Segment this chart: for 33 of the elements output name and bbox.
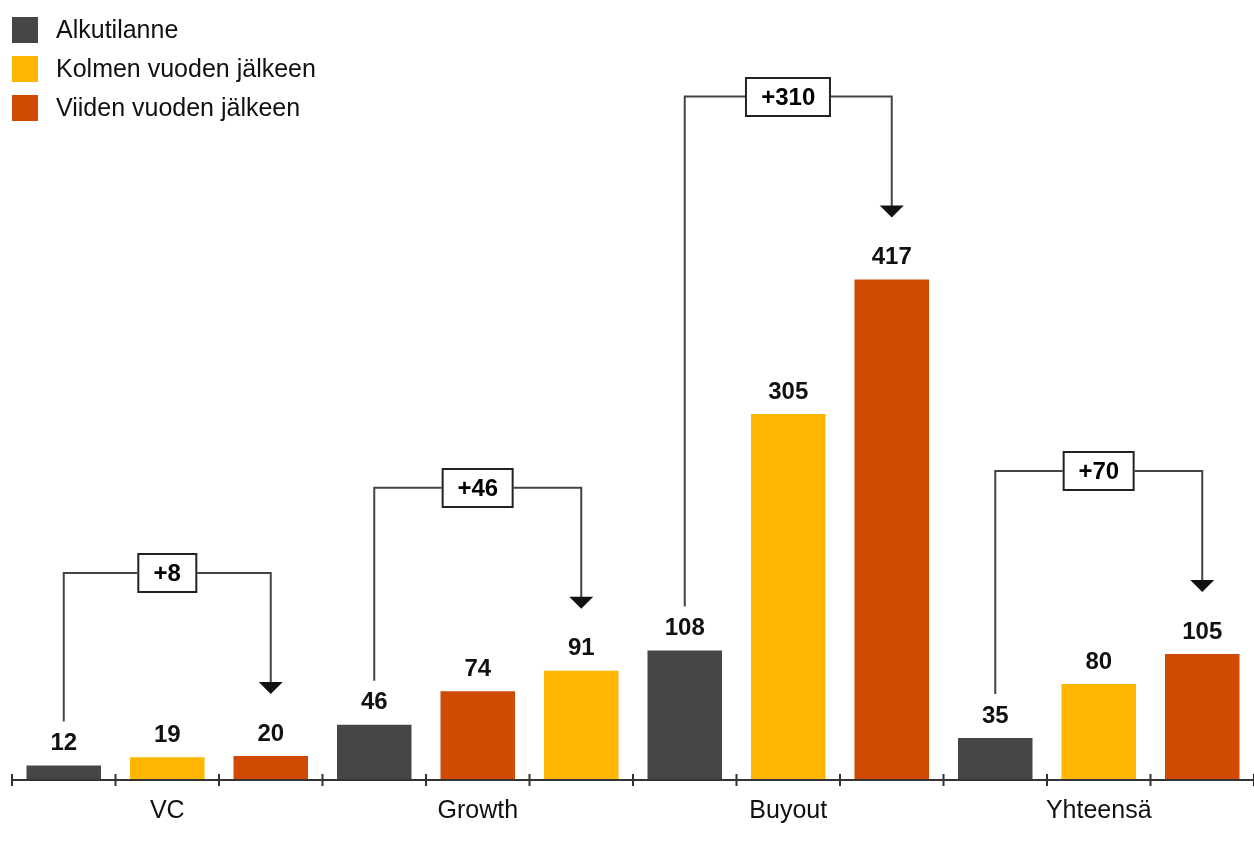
bar: [957, 738, 1033, 780]
bar: [854, 279, 930, 780]
data-label: 20: [257, 718, 285, 746]
bar: [1164, 654, 1240, 780]
bar: [750, 414, 826, 780]
x-tick-label: Yhteensä: [1045, 794, 1152, 823]
x-tick-label: VC: [149, 794, 185, 823]
data-label: 74: [464, 653, 492, 681]
annotation: +70: [1062, 451, 1136, 491]
data-label: 108: [664, 613, 705, 641]
x-tick-label: Growth: [437, 794, 519, 823]
data-label: 105: [1182, 616, 1223, 644]
data-label: 91: [567, 633, 595, 661]
x-tick-label: Buyout: [749, 794, 828, 823]
bar: [26, 765, 102, 780]
legend-label: Kolmen vuoden jälkeen: [56, 54, 316, 83]
annotation: +46: [441, 467, 515, 508]
data-label: 46: [360, 687, 388, 715]
data-label: 80: [1085, 646, 1113, 674]
text: +310: [745, 76, 832, 117]
data-label: 305: [768, 376, 809, 404]
bar: [233, 756, 309, 780]
data-label: 19: [153, 719, 181, 747]
data-label: 35: [981, 700, 1009, 728]
bar: [336, 724, 412, 780]
bar: [129, 757, 205, 780]
bar: [1061, 684, 1137, 780]
data-label: 417: [871, 242, 912, 270]
legend-label: Viiden vuoden jälkeen: [56, 93, 301, 122]
legend-label: Alkutilanne: [56, 15, 179, 44]
annotation: +8: [137, 553, 197, 593]
bar: [647, 650, 723, 780]
data-label: 12: [50, 728, 78, 756]
